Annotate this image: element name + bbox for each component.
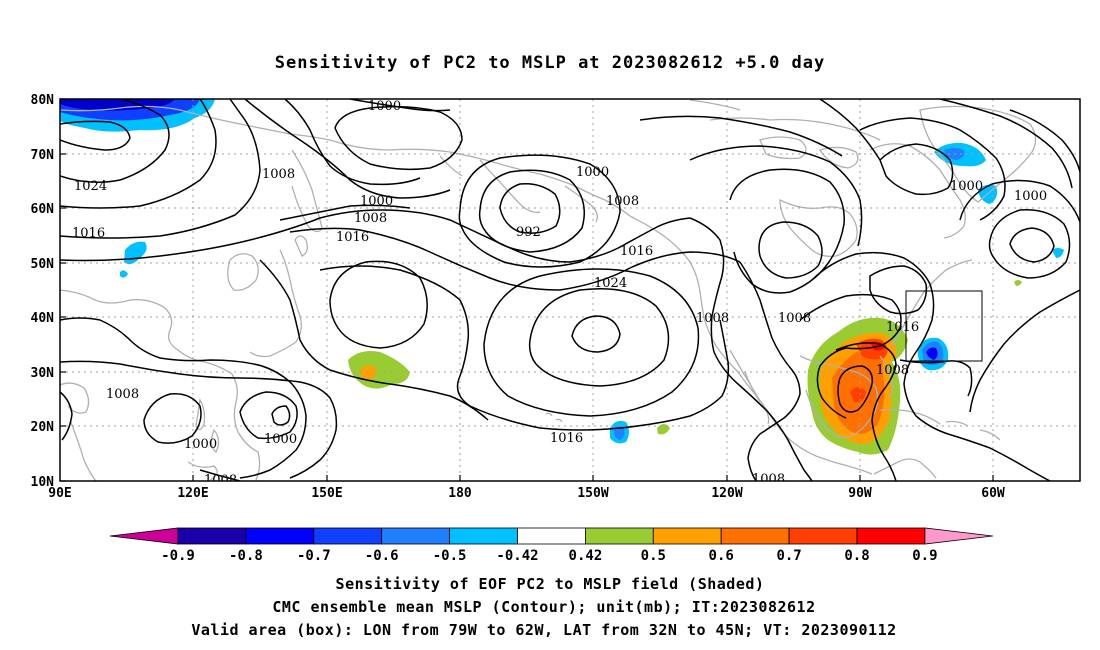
colorbar-tick-label: 0.8 [844, 548, 869, 564]
contour-label: 1008 [606, 194, 639, 209]
lon-label: 150W [577, 486, 608, 501]
caption-line-3: Valid area (box): LON from 79W to 62W, L… [191, 621, 896, 639]
contour-label: 1016 [886, 320, 919, 335]
colorbar-tick-labels: -0.9 -0.8 -0.7 -0.6 -0.5 -0.42 0.42 0.5 0.6 0.7 0.… [161, 548, 937, 564]
shaded-sensitivity [60, 99, 1064, 455]
colorbar-tick-label: -0.42 [496, 548, 538, 564]
lat-label: 20N [31, 420, 55, 435]
map-title: Sensitivity of PC2 to MSLP at 2023082612… [275, 53, 826, 73]
lat-label: 10N [31, 475, 55, 490]
contour-label: 1024 [594, 276, 627, 291]
axis-ticks [60, 98, 994, 482]
contour-label: 1000 [264, 432, 297, 447]
colorbar-tick-label: -0.6 [365, 548, 399, 564]
contour-label: 1000 [950, 179, 983, 194]
colorbar-segment [381, 527, 451, 545]
lat-label: 50N [31, 257, 55, 272]
lon-label: 90E [48, 486, 71, 501]
graticule [60, 99, 1080, 481]
longitude-labels: 90E 120E 150E 180 150W 120W 90W 60W [48, 486, 1005, 501]
lon-label: 60W [981, 486, 1005, 501]
lon-label: 120W [711, 486, 742, 501]
colorbar-segment [517, 527, 586, 545]
contour-label: 1008 [696, 311, 729, 326]
colorbar-tick-label: 0.5 [641, 548, 666, 564]
contour-label: 1008 [778, 311, 811, 326]
map-border [59, 98, 1081, 482]
colorbar-tick-label: -0.7 [297, 548, 331, 564]
colorbar-segment [856, 527, 926, 545]
contour-label: 1008 [204, 473, 237, 488]
contour-label: 1016 [336, 230, 369, 245]
colorbar-tick-label: -0.8 [229, 548, 263, 564]
lon-label: 150E [311, 486, 342, 501]
contour-label: 1016 [72, 226, 105, 241]
colorbar-under-triangle [109, 527, 179, 545]
lon-label: 90W [848, 486, 872, 501]
colorbar-tick-label: 0.7 [776, 548, 801, 564]
lat-label: 70N [31, 148, 55, 163]
colorbar-segment [245, 527, 315, 545]
lat-label: 40N [31, 311, 55, 326]
colorbar [109, 527, 993, 545]
contour-label: 1000 [360, 194, 393, 209]
colorbar-tick-label: 0.6 [709, 548, 734, 564]
map-frame-background [60, 99, 1080, 481]
contour-label: 1016 [620, 244, 653, 259]
colorbar-segment [788, 527, 858, 545]
colorbar-tick-label: -0.9 [161, 548, 195, 564]
colorbar-segment [313, 527, 383, 545]
valid-area-box [905, 290, 983, 362]
contour-label: 1008 [106, 387, 139, 402]
lon-label: 180 [448, 486, 472, 501]
mslp-contours [60, 99, 1080, 481]
colorbar-over-triangle [924, 527, 993, 545]
colorbar-segment [449, 527, 518, 545]
colorbar-tick-label: -0.5 [433, 548, 467, 564]
lon-label: 120E [177, 486, 208, 501]
contour-label: 1008 [752, 472, 785, 487]
colorbar-segment [652, 527, 722, 545]
contour-label: 1016 [550, 431, 583, 446]
contour-label: 1008 [354, 211, 387, 226]
map-plot-area: 1000 1024 1008 1016 1000 1008 1016 992 1… [31, 93, 1081, 501]
contour-label: 1024 [74, 179, 107, 194]
lat-label: 30N [31, 366, 55, 381]
contour-label: 1008 [876, 363, 909, 378]
colorbar-tick-label: 0.9 [912, 548, 937, 564]
contour-label: 1000 [576, 165, 609, 180]
colorbar-tick-label: 0.42 [569, 548, 603, 564]
latitude-labels: 80N 70N 60N 50N 40N 30N 20N 10N [31, 93, 55, 490]
lat-label: 80N [31, 93, 55, 108]
contour-labels: 1000 1024 1008 1016 1000 1008 1016 992 1… [72, 99, 1047, 488]
contour-label: 1000 [1014, 189, 1047, 204]
contour-label: 992 [516, 225, 541, 240]
colorbar-segment [720, 527, 790, 545]
colorbar-segment [585, 527, 654, 545]
colorbar-segment [177, 527, 247, 545]
caption-line-2: CMC ensemble mean MSLP (Contour); unit(m… [272, 598, 815, 616]
lat-label: 60N [31, 202, 55, 217]
contour-label: 1008 [262, 167, 295, 182]
caption-line-1: Sensitivity of EOF PC2 to MSLP field (Sh… [336, 575, 765, 593]
contour-label: 1000 [184, 437, 217, 452]
contour-label: 1000 [368, 99, 401, 114]
